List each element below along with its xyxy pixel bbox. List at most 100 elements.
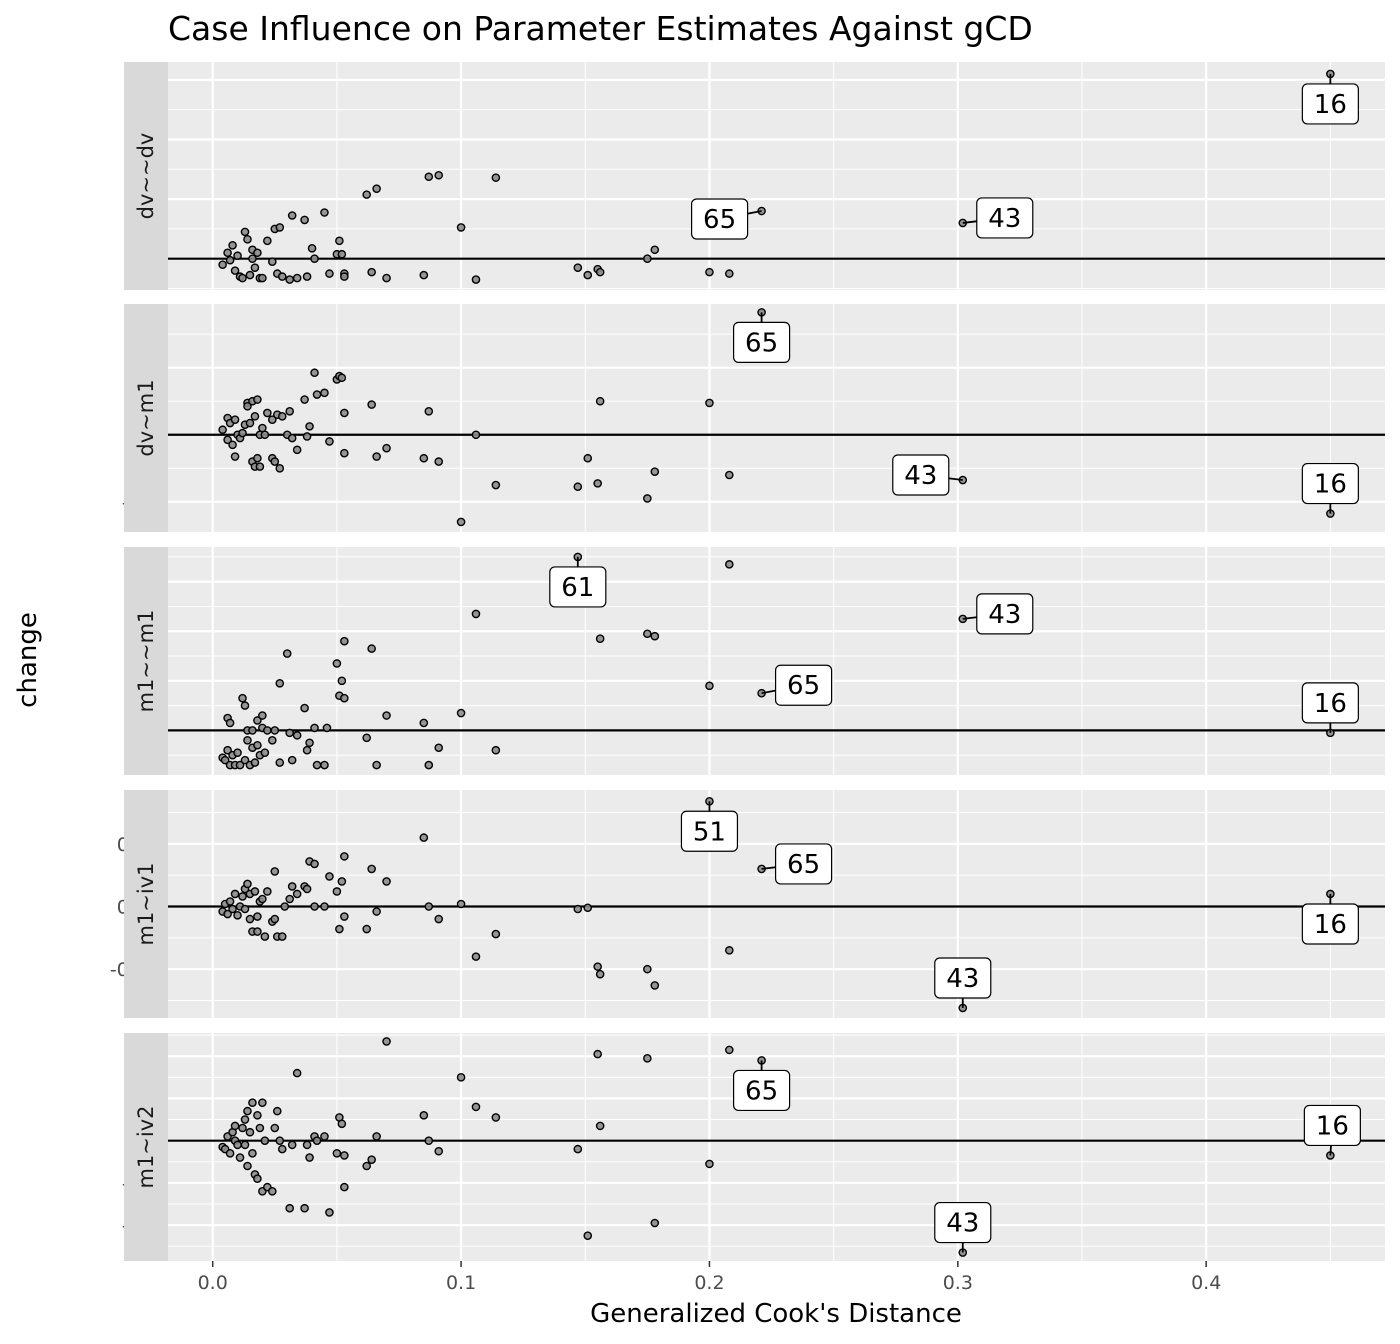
- data-point: [325, 1208, 334, 1217]
- data-point: [372, 184, 381, 193]
- data-point: [238, 892, 247, 901]
- data-point: [302, 745, 312, 755]
- data-point: [292, 889, 302, 899]
- data-point: [230, 415, 240, 424]
- data-point: [287, 211, 297, 220]
- data-point: [287, 433, 297, 443]
- data-point: [255, 462, 265, 471]
- data-point: [337, 249, 347, 259]
- data-point: [322, 723, 332, 733]
- case-label-text: 61: [561, 573, 594, 603]
- data-point: [292, 273, 302, 283]
- data-point: [223, 745, 232, 755]
- data-point: [260, 1136, 270, 1145]
- data-point: [228, 240, 237, 250]
- data-point: [434, 914, 444, 924]
- data-point: [310, 902, 319, 911]
- data-point: [277, 932, 287, 941]
- data-point: [248, 726, 257, 735]
- data-point: [253, 716, 262, 725]
- data-point: [253, 1174, 262, 1183]
- data-point: [583, 903, 593, 913]
- data-point: [260, 932, 270, 941]
- data-point: [491, 480, 501, 490]
- data-point: [243, 736, 252, 745]
- data-point: [300, 703, 309, 713]
- facet-strip-label: dv~~dv: [134, 133, 158, 220]
- data-point: [320, 208, 329, 217]
- facet-strip-label: dv~m1: [134, 379, 158, 456]
- data-point: [230, 889, 240, 899]
- data-point: [325, 269, 334, 278]
- data-point: [456, 899, 466, 909]
- data-point: [270, 726, 280, 735]
- data-point: [424, 406, 434, 416]
- data-point: [233, 251, 242, 261]
- data-point: [240, 701, 250, 710]
- data-point: [235, 760, 245, 770]
- x-tick-label: 0.4: [1191, 1272, 1221, 1294]
- data-point: [248, 254, 257, 264]
- case-label-text: 16: [1316, 1111, 1349, 1141]
- data-point: [268, 736, 277, 745]
- facet-strip: [124, 790, 168, 1018]
- case-label-box: [680, 810, 739, 852]
- case-label-box: [934, 957, 992, 999]
- data-point: [260, 430, 270, 440]
- data-point: [471, 952, 481, 961]
- data-point: [287, 882, 297, 891]
- data-point: [471, 1102, 481, 1112]
- data-point: [332, 1149, 342, 1158]
- data-point: [238, 428, 247, 438]
- data-point: [275, 223, 285, 232]
- data-point: [240, 755, 250, 765]
- data-point: [372, 1132, 381, 1141]
- data-point: [491, 929, 501, 939]
- data-point: [275, 463, 285, 473]
- data-point: [258, 1098, 267, 1107]
- x-tick-label: 0.3: [943, 1272, 973, 1294]
- facet-strip: [124, 547, 168, 775]
- data-point: [300, 1203, 309, 1213]
- data-point: [643, 629, 652, 639]
- data-point: [310, 723, 319, 733]
- data-point: [643, 964, 652, 974]
- data-point: [223, 909, 232, 919]
- case-label-text: 65: [703, 205, 736, 235]
- data-point: [307, 243, 317, 253]
- panels-layer: 0.00.20.40.6dv~~dv166543-0.20.00.2dv~m16…: [110, 62, 1385, 1261]
- data-point: [272, 1106, 282, 1116]
- data-point: [471, 430, 481, 440]
- data-point: [255, 1123, 265, 1133]
- data-point: [434, 457, 444, 466]
- data-point: [643, 1054, 652, 1063]
- case-label-text: 65: [745, 1076, 778, 1106]
- data-point: [337, 676, 347, 686]
- data-point: [243, 401, 252, 411]
- data-point: [310, 368, 319, 378]
- data-point: [382, 443, 391, 453]
- data-point: [367, 267, 376, 277]
- data-point: [233, 748, 242, 757]
- data-point: [223, 248, 232, 258]
- data-point: [275, 679, 285, 688]
- data-point: [456, 517, 466, 527]
- data-point: [245, 270, 255, 280]
- data-point: [268, 415, 277, 424]
- case-label-text: 16: [1314, 689, 1347, 719]
- data-point: [424, 902, 434, 911]
- data-point: [424, 172, 434, 182]
- data-point: [245, 418, 255, 428]
- data-point: [705, 1159, 714, 1169]
- data-point: [230, 452, 240, 461]
- data-point: [593, 962, 602, 971]
- data-point: [235, 1153, 245, 1162]
- data-point: [233, 910, 242, 920]
- case-label-text: 43: [988, 600, 1021, 630]
- case-label-text: 16: [1314, 90, 1347, 120]
- case-label-text: 65: [787, 671, 820, 701]
- data-point: [337, 373, 347, 383]
- data-point: [302, 272, 312, 281]
- data-point: [243, 1106, 252, 1116]
